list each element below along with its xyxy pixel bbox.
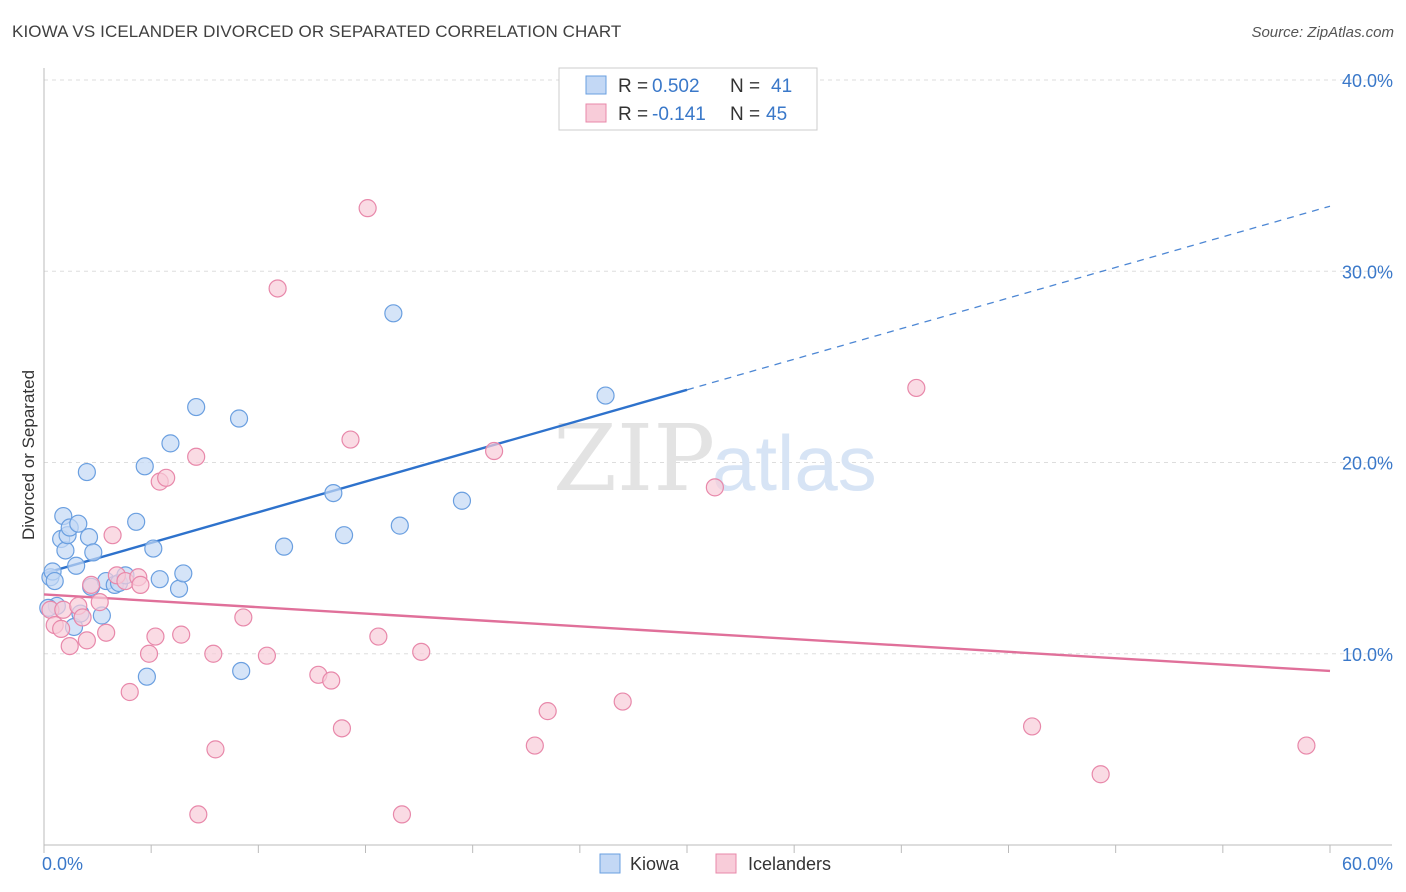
icelanders-point-42 (907, 378, 926, 398)
points-layer (39, 199, 1316, 824)
kiowa-point-2 (45, 571, 64, 591)
stats-legend-icelanders-r-label: R = (618, 104, 648, 125)
icelanders-point-30 (322, 671, 341, 690)
series-legend-kiowa-swatch (599, 853, 621, 874)
icelanders-point-20 (157, 468, 176, 487)
kiowa-point-27 (161, 434, 180, 453)
icelanders-point-43 (1022, 717, 1042, 736)
stats-legend: R = 0.502 N = 41 R = -0.141 N = 45 (558, 67, 818, 131)
icelanders-point-10 (97, 623, 116, 642)
icelanders-point-39 (538, 702, 557, 721)
kiowa-point-13 (77, 462, 96, 482)
icelanders-point-28 (268, 279, 287, 298)
icelanders-point-4 (60, 636, 79, 656)
kiowa-point-10 (67, 556, 86, 575)
series-legend-kiowa-label: Kiowa (630, 854, 680, 874)
icelanders-point-18 (146, 627, 165, 646)
icelanders-point-41 (705, 478, 724, 497)
watermark-atlas: atlas (712, 419, 877, 507)
icelanders-point-34 (369, 627, 388, 646)
icelanders-point-3 (54, 600, 73, 619)
icelanders-point-36 (412, 642, 431, 661)
grid-layer (44, 79, 1392, 655)
kiowa-point-35 (334, 526, 354, 545)
icelanders-point-44 (1091, 765, 1110, 784)
icelanders-point-17 (139, 644, 159, 663)
icelanders-point-2 (52, 619, 71, 638)
icelanders-point-40 (613, 692, 632, 711)
icelanders-point-45 (1297, 736, 1316, 755)
y-axis-title: Divorced or Separated (19, 370, 38, 540)
watermark-zip: ZIP (553, 405, 715, 512)
kiowa-point-14 (79, 527, 99, 547)
stats-legend-icelanders-r-value: -0.141 (652, 104, 706, 125)
icelanders-point-16 (131, 575, 150, 595)
icelanders-point-26 (234, 608, 253, 627)
kiowa-point-25 (144, 539, 163, 558)
chart-title: KIOWA VS ICELANDER DIVORCED OR SEPARATED… (12, 22, 622, 41)
kiowa-point-28 (169, 579, 189, 598)
kiowa-point-26 (150, 570, 169, 589)
icelanders-point-33 (358, 199, 377, 218)
icelanders-point-8 (82, 575, 101, 595)
icelanders-point-38 (525, 736, 544, 755)
stats-legend-icelanders-n-value: 45 (766, 104, 787, 125)
kiowa-point-6 (56, 541, 75, 560)
icelanders-point-32 (341, 430, 360, 449)
y-tick-label-40: 40.0% (1342, 71, 1393, 91)
x-tick-label-min: 0.0% (42, 854, 83, 874)
kiowa-point-34 (324, 484, 343, 503)
icelanders-point-23 (189, 805, 208, 824)
icelanders-point-7 (77, 631, 96, 650)
stats-legend-kiowa-r-label: R = (618, 76, 648, 97)
kiowa-point-30 (187, 397, 206, 417)
kiowa-point-22 (127, 512, 146, 531)
stats-legend-kiowa-r-value: 0.502 (652, 76, 700, 97)
kiowa-point-24 (137, 667, 156, 686)
kiowa-trend-extension (686, 205, 1331, 391)
chart-source: Source: ZipAtlas.com (1251, 24, 1394, 41)
kiowa-point-23 (135, 457, 154, 476)
stats-legend-kiowa-n-value: 41 (771, 76, 792, 97)
watermark: ZIP atlas (553, 405, 877, 512)
x-tick-label-max: 60.0% (1342, 854, 1393, 874)
icelanders-point-22 (187, 447, 206, 466)
y-tick-label-30: 30.0% (1342, 262, 1393, 282)
stats-legend-icelanders-n-label: N = (730, 104, 760, 125)
series-legend: Kiowa Icelanders (599, 853, 831, 874)
stats-legend-kiowa-swatch (585, 75, 607, 95)
axis-layer: 10.0% 20.0% 30.0% 40.0% 0.0% 60.0% (42, 68, 1393, 874)
kiowa-point-31 (229, 409, 249, 428)
kiowa-point-38 (452, 491, 472, 510)
stats-legend-kiowa-n-label: N = (730, 76, 760, 97)
icelanders-point-6 (73, 608, 92, 627)
icelanders-point-25 (206, 740, 225, 759)
kiowa-point-36 (384, 304, 403, 323)
kiowa-point-16 (84, 543, 103, 562)
kiowa-point-39 (596, 386, 615, 405)
y-tick-label-10: 10.0% (1342, 645, 1393, 665)
series-legend-icelanders-swatch (715, 853, 737, 874)
icelanders-point-14 (120, 682, 139, 702)
icelanders-point-35 (392, 805, 412, 824)
kiowa-point-33 (274, 537, 294, 556)
icelanders-point-21 (172, 625, 191, 644)
stats-legend-icelanders-swatch (585, 103, 607, 123)
series-legend-icelanders-label: Icelanders (748, 854, 831, 874)
kiowa-point-11 (69, 514, 88, 533)
icelanders-point-31 (332, 719, 352, 738)
y-tick-label-20: 20.0% (1342, 454, 1393, 474)
icelanders-point-9 (90, 593, 109, 612)
kiowa-point-29 (174, 564, 193, 583)
kiowa-point-32 (232, 661, 251, 681)
icelanders-trend-line (43, 593, 1331, 673)
icelanders-point-37 (485, 441, 504, 461)
kiowa-point-37 (390, 516, 409, 535)
icelanders-point-24 (204, 644, 223, 663)
icelanders-point-27 (257, 646, 277, 665)
icelanders-point-11 (103, 526, 122, 545)
